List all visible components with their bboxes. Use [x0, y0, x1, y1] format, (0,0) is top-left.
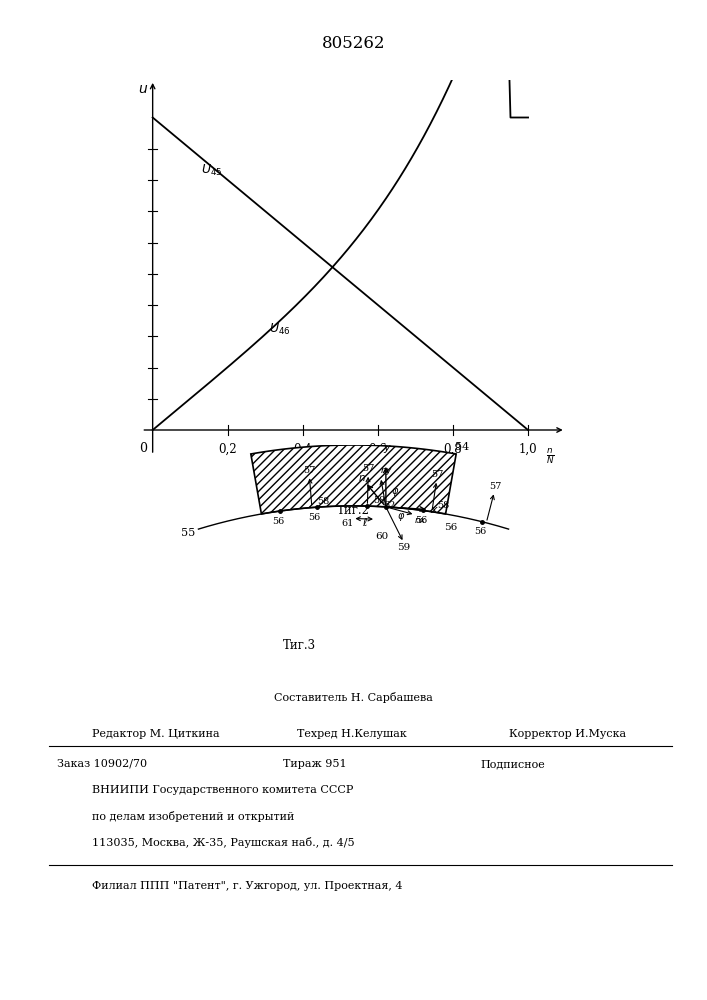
- Text: 0,8: 0,8: [444, 442, 462, 456]
- Text: Тираж 951: Тираж 951: [283, 759, 346, 769]
- Text: Составитель Н. Сарбашева: Составитель Н. Сарбашева: [274, 692, 433, 703]
- Text: ВНИИПИ Государственного комитета СССР: ВНИИПИ Государственного комитета СССР: [85, 785, 354, 795]
- Text: Τиг.3: Τиг.3: [284, 639, 316, 652]
- Text: 57: 57: [362, 464, 375, 473]
- Text: $u$: $u$: [138, 82, 148, 96]
- Text: $\varphi$: $\varphi$: [397, 511, 405, 523]
- Text: 55: 55: [180, 528, 195, 538]
- Text: 0,2: 0,2: [218, 442, 237, 456]
- Text: $\varphi$: $\varphi$: [391, 486, 399, 498]
- Text: 0,4: 0,4: [293, 442, 312, 456]
- Text: 56: 56: [474, 527, 486, 536]
- Text: Τиг.2: Τиг.2: [337, 504, 370, 517]
- Text: 54: 54: [455, 442, 469, 452]
- Text: Техред Н.Келушак: Техред Н.Келушак: [297, 729, 407, 739]
- Text: 60: 60: [375, 532, 388, 541]
- Text: 0,6: 0,6: [368, 442, 387, 456]
- Text: 58: 58: [317, 497, 329, 506]
- Text: по делам изобретений и открытий: по делам изобретений и открытий: [85, 811, 294, 822]
- Text: 58: 58: [437, 501, 450, 510]
- Text: $ny$: $ny$: [380, 466, 393, 477]
- Text: $x$: $x$: [430, 505, 438, 515]
- Text: 57: 57: [489, 482, 502, 491]
- Text: 57: 57: [431, 470, 443, 479]
- Text: 56: 56: [443, 523, 457, 532]
- Text: Корректор И.Муска: Корректор И.Муска: [509, 729, 626, 739]
- Text: $\frac{n}{N}$: $\frac{n}{N}$: [547, 447, 555, 466]
- Text: 58: 58: [373, 496, 385, 505]
- Text: 56: 56: [415, 516, 427, 525]
- Text: 805262: 805262: [322, 34, 385, 51]
- Text: 0: 0: [139, 442, 147, 456]
- Text: $U_{45}$: $U_{45}$: [201, 163, 223, 178]
- Text: $U_{46}$: $U_{46}$: [269, 322, 291, 337]
- Text: Заказ 10902/70: Заказ 10902/70: [57, 759, 146, 769]
- Text: Редактор М. Циткина: Редактор М. Циткина: [92, 729, 220, 739]
- Text: $nx$: $nx$: [414, 516, 427, 525]
- Text: Подписное: Подписное: [481, 759, 546, 769]
- Text: 57: 57: [303, 466, 315, 475]
- Text: 61: 61: [341, 519, 354, 528]
- Text: $n$: $n$: [358, 473, 366, 483]
- Text: $\ell$: $\ell$: [362, 516, 368, 528]
- Text: 56: 56: [308, 513, 321, 522]
- Text: 56: 56: [271, 517, 284, 526]
- Text: 59: 59: [397, 543, 411, 552]
- Text: 1,0: 1,0: [519, 442, 537, 456]
- Text: Филиал ППП "Патент", г. Ужгород, ул. Проектная, 4: Филиал ППП "Патент", г. Ужгород, ул. Про…: [85, 881, 402, 891]
- Text: 62: 62: [383, 501, 395, 510]
- Polygon shape: [251, 445, 456, 514]
- Text: 113035, Москва, Ж-35, Раушская наб., д. 4/5: 113035, Москва, Ж-35, Раушская наб., д. …: [85, 837, 354, 848]
- Text: $y$: $y$: [383, 443, 392, 455]
